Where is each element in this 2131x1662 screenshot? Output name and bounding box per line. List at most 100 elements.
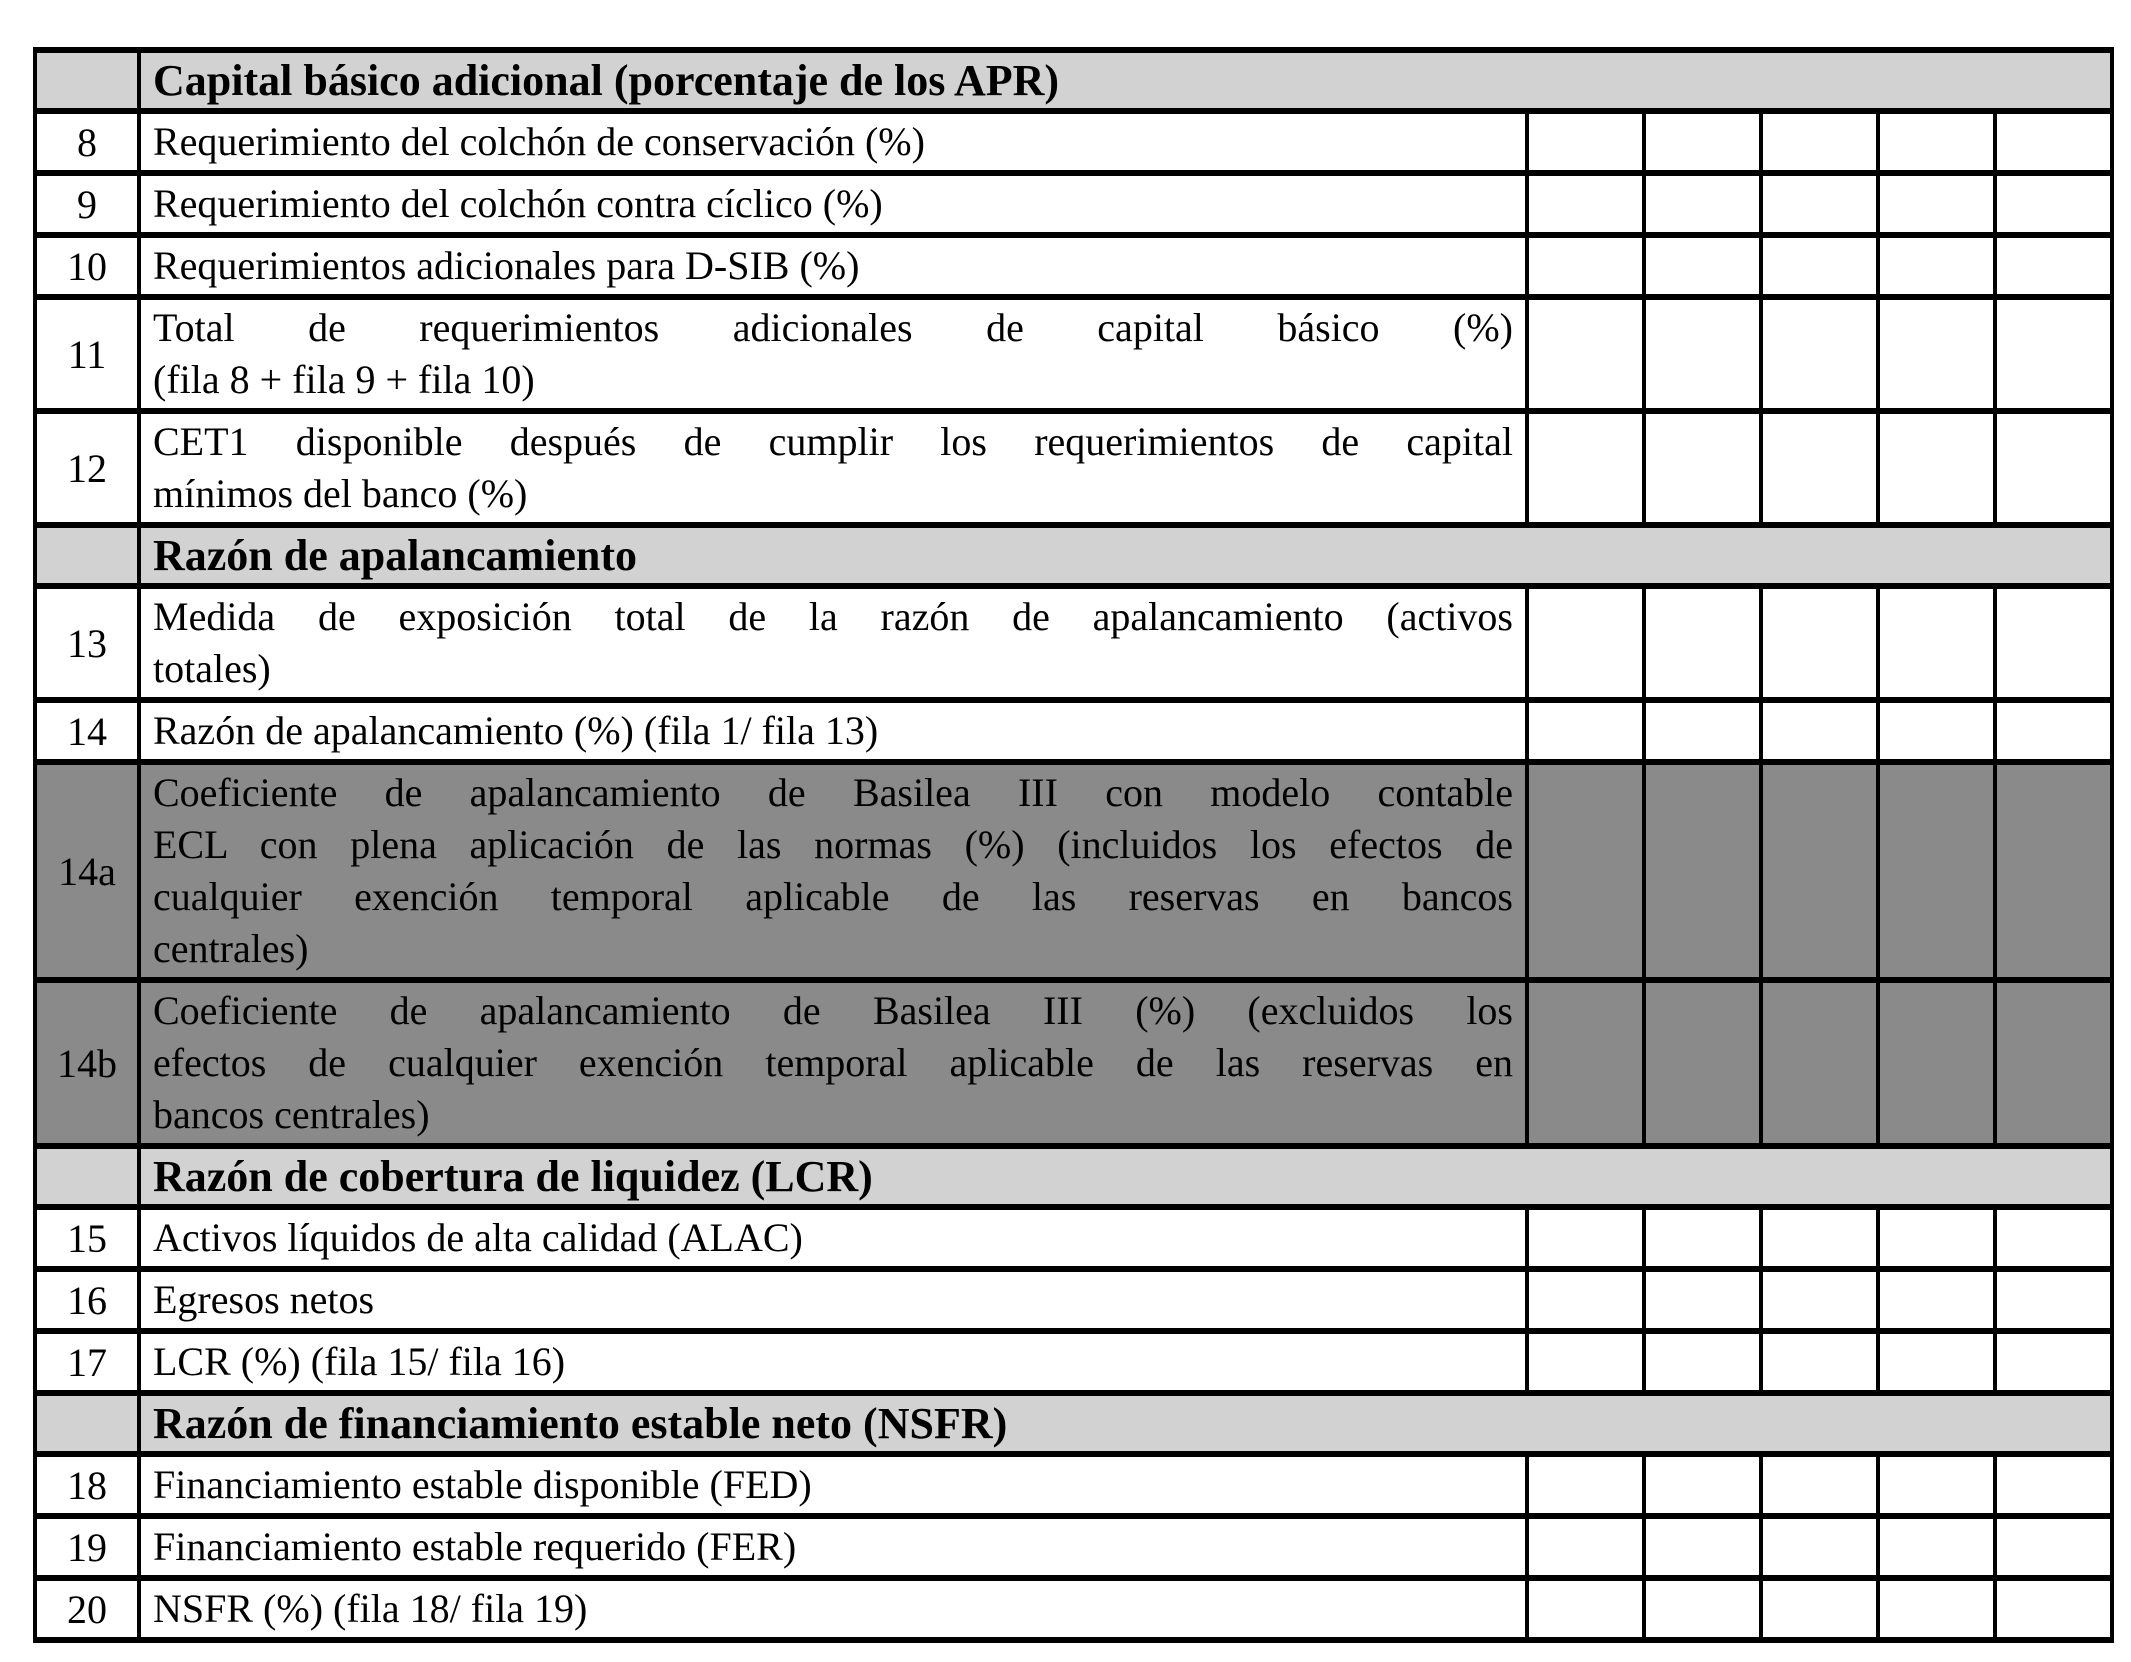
value-cell [1759, 108, 1880, 176]
value-cell [1759, 759, 1880, 983]
value-cell [1525, 108, 1646, 176]
table-row: 14 Razón de apalancamiento (%) (fila 1/ … [33, 697, 2115, 765]
description-line: Activos líquidos de alta calidad (ALAC) [153, 1215, 803, 1260]
section-row: Capital básico adicional (porcentaje de … [33, 47, 2115, 114]
value-cell [1525, 1328, 1646, 1396]
table-row: 11 Total de requerimientos adicionales d… [33, 294, 2115, 414]
description-line: Razón de apalancamiento (%) (fila 1/ fil… [153, 708, 879, 753]
value-cell [1642, 1451, 1763, 1519]
value-cell [1992, 294, 2115, 414]
description-cell: Coeficiente de apalancamiento de Basilea… [137, 759, 1529, 983]
description-line: totales) [153, 646, 271, 691]
description-cell: Egresos netos [137, 1266, 1529, 1334]
km1-table: Capital básico adicional (porcentaje de … [33, 47, 2115, 1643]
value-cell [1525, 977, 1646, 1149]
value-cell [1876, 1451, 1997, 1519]
value-cell [1992, 1328, 2115, 1396]
value-cell [1876, 697, 1997, 765]
value-cell [1525, 1266, 1646, 1334]
value-cell [1759, 977, 1880, 1149]
value-cell [1992, 977, 2115, 1149]
section-header-cell: Razón de financiamiento estable neto (NS… [136, 1390, 2115, 1457]
description-line: LCR (%) (fila 15/ fila 16) [153, 1339, 566, 1384]
table-row: 9 Requerimiento del colchón contra cícli… [33, 170, 2115, 238]
table-row: 16 Egresos netos [33, 1266, 2115, 1334]
value-cell [1642, 294, 1763, 414]
value-cell [1642, 1575, 1763, 1643]
value-cell [1992, 1204, 2115, 1272]
description-cell: NSFR (%) (fila 18/ fila 19) [137, 1575, 1529, 1643]
row-number-cell: 8 [33, 108, 141, 176]
section-header-cell: Razón de apalancamiento [136, 522, 2115, 589]
value-cell [1876, 1575, 1997, 1643]
description-line: Financiamiento estable disponible (FED) [153, 1462, 812, 1507]
description-line: Coeficiente de apalancamiento de Basilea… [153, 988, 1513, 1033]
description-line: Requerimiento del colchón de conservació… [153, 119, 925, 164]
value-cell [1525, 232, 1646, 300]
row-number-cell: 10 [33, 232, 141, 300]
row-number-cell: 19 [33, 1513, 141, 1581]
description-line: Total de requerimientos adicionales de c… [153, 305, 1513, 350]
value-cell [1642, 583, 1763, 703]
description-line: Requerimiento del colchón contra cíclico… [153, 181, 883, 226]
value-cell [1525, 1513, 1646, 1581]
value-cell [1759, 1266, 1880, 1334]
description-line: Coeficiente de apalancamiento de Basilea… [153, 770, 1513, 815]
value-cell [1642, 1513, 1763, 1581]
value-cell [1992, 1575, 2115, 1643]
description-cell: Coeficiente de apalancamiento de Basilea… [137, 977, 1529, 1149]
table-row: 17 LCR (%) (fila 15/ fila 16) [33, 1328, 2115, 1396]
description-line: bancos centrales) [153, 1092, 430, 1137]
description-cell: Financiamiento estable disponible (FED) [137, 1451, 1529, 1519]
value-cell [1642, 170, 1763, 238]
description-line: ECL con plena aplicación de las normas (… [153, 822, 1513, 867]
value-cell [1525, 408, 1646, 528]
value-cell [1876, 759, 1997, 983]
table-row: 8 Requerimiento del colchón de conservac… [33, 108, 2115, 176]
description-cell: Financiamiento estable requerido (FER) [137, 1513, 1529, 1581]
value-cell [1992, 1451, 2115, 1519]
description-cell: Medida de exposición total de la razón d… [137, 583, 1529, 703]
value-cell [1876, 294, 1997, 414]
table-row: 19 Financiamiento estable requerido (FER… [33, 1513, 2115, 1581]
value-cell [1992, 1266, 2115, 1334]
value-cell [1876, 232, 1997, 300]
description-line: CET1 disponible después de cumplir los r… [153, 419, 1513, 464]
row-number-cell [33, 1143, 141, 1210]
description-line: Medida de exposición total de la razón d… [153, 594, 1513, 639]
description-cell: Total de requerimientos adicionales de c… [137, 294, 1529, 414]
value-cell [1992, 697, 2115, 765]
section-row: Razón de financiamiento estable neto (NS… [33, 1390, 2115, 1457]
table-row: 14a Coeficiente de apalancamiento de Bas… [33, 759, 2115, 983]
value-cell [1642, 977, 1763, 1149]
value-cell [1992, 1513, 2115, 1581]
value-cell [1759, 583, 1880, 703]
description-line: mínimos del banco (%) [153, 471, 528, 516]
value-cell [1876, 408, 1997, 528]
value-cell [1642, 1266, 1763, 1334]
section-header-cell: Capital básico adicional (porcentaje de … [136, 47, 2115, 114]
value-cell [1642, 232, 1763, 300]
value-cell [1525, 294, 1646, 414]
value-cell [1525, 697, 1646, 765]
value-cell [1876, 170, 1997, 238]
table-row: 10 Requerimientos adicionales para D-SIB… [33, 232, 2115, 300]
value-cell [1992, 108, 2115, 176]
value-cell [1642, 697, 1763, 765]
description-line: Financiamiento estable requerido (FER) [153, 1524, 797, 1569]
value-cell [1642, 108, 1763, 176]
value-cell [1642, 1204, 1763, 1272]
table-row: 18 Financiamiento estable disponible (FE… [33, 1451, 2115, 1519]
description-line: efectos de cualquier exención temporal a… [153, 1040, 1513, 1085]
value-cell [1525, 583, 1646, 703]
value-cell [1759, 232, 1880, 300]
description-cell: Activos líquidos de alta calidad (ALAC) [137, 1204, 1529, 1272]
value-cell [1876, 108, 1997, 176]
value-cell [1525, 170, 1646, 238]
value-cell [1876, 1266, 1997, 1334]
row-number-cell: 15 [33, 1204, 141, 1272]
value-cell [1876, 977, 1997, 1149]
description-cell: Requerimientos adicionales para D-SIB (%… [137, 232, 1529, 300]
row-number-cell: 17 [33, 1328, 141, 1396]
value-cell [1642, 408, 1763, 528]
